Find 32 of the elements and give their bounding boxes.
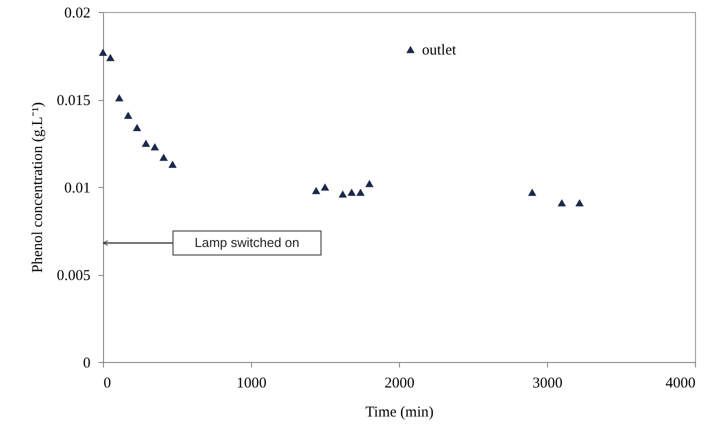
point (132, 124, 142, 132)
point (338, 190, 347, 198)
point (365, 180, 374, 188)
point (106, 54, 115, 62)
point (356, 188, 365, 196)
x-axis-title: Time (min) (365, 404, 434, 420)
y-tick-label: 0 (83, 356, 90, 372)
point (168, 160, 177, 168)
point (528, 188, 536, 196)
x-tick-label: 4000 (666, 376, 696, 392)
point (150, 143, 159, 150)
y-tick-label: 0.02 (64, 6, 90, 22)
x-tick-label: 1000 (236, 376, 266, 392)
point (312, 186, 320, 194)
y-tick-label: 0.015 (56, 93, 90, 109)
x-tick-label: 0 (104, 376, 111, 392)
y-tick-label: 0.005 (56, 268, 90, 284)
point (558, 199, 566, 206)
x-tick-label: 2000 (384, 376, 414, 392)
point (320, 183, 330, 191)
y-tick-label: 0.01 (64, 180, 90, 196)
point (159, 154, 168, 161)
point (115, 94, 124, 102)
legend-label: outlet (422, 42, 457, 58)
y-axis-title: Phenol concentration (g.L⁻¹) (30, 102, 46, 273)
point (575, 199, 584, 206)
x-tick-label: 3000 (532, 376, 562, 392)
annotation: Lamp switched on (194, 235, 300, 250)
point (347, 188, 356, 196)
point (124, 112, 132, 119)
point (142, 140, 150, 147)
point (98, 48, 108, 56)
